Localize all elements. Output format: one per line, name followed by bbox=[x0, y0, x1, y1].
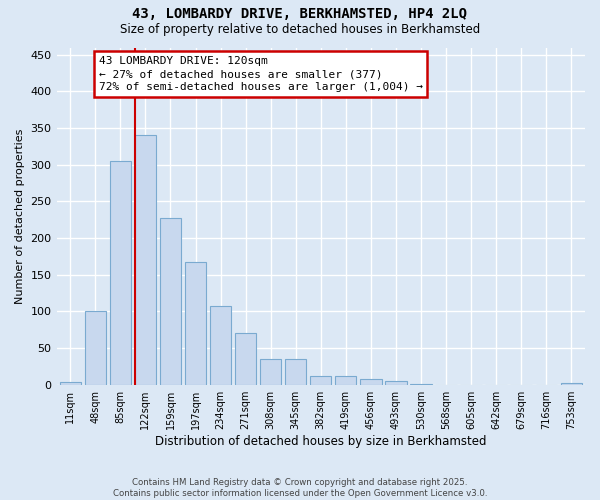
Bar bbox=[560, 383, 582, 384]
Bar bbox=[85, 310, 106, 384]
Y-axis label: Number of detached properties: Number of detached properties bbox=[15, 128, 25, 304]
Text: Size of property relative to detached houses in Berkhamsted: Size of property relative to detached ho… bbox=[120, 22, 480, 36]
Text: Contains HM Land Registry data © Crown copyright and database right 2025.
Contai: Contains HM Land Registry data © Crown c… bbox=[113, 478, 487, 498]
Bar bbox=[59, 382, 81, 384]
Bar bbox=[235, 334, 256, 384]
Bar bbox=[385, 381, 407, 384]
Text: 43 LOMBARDY DRIVE: 120sqm
← 27% of detached houses are smaller (377)
72% of semi: 43 LOMBARDY DRIVE: 120sqm ← 27% of detac… bbox=[99, 56, 423, 92]
Bar bbox=[310, 376, 331, 384]
Bar bbox=[185, 262, 206, 384]
X-axis label: Distribution of detached houses by size in Berkhamsted: Distribution of detached houses by size … bbox=[155, 434, 487, 448]
Bar bbox=[360, 379, 382, 384]
Bar bbox=[135, 136, 156, 384]
Bar bbox=[285, 359, 307, 384]
Bar bbox=[335, 376, 356, 384]
Bar bbox=[110, 161, 131, 384]
Bar bbox=[210, 306, 231, 384]
Bar bbox=[160, 218, 181, 384]
Text: 43, LOMBARDY DRIVE, BERKHAMSTED, HP4 2LQ: 43, LOMBARDY DRIVE, BERKHAMSTED, HP4 2LQ bbox=[133, 8, 467, 22]
Bar bbox=[260, 359, 281, 384]
